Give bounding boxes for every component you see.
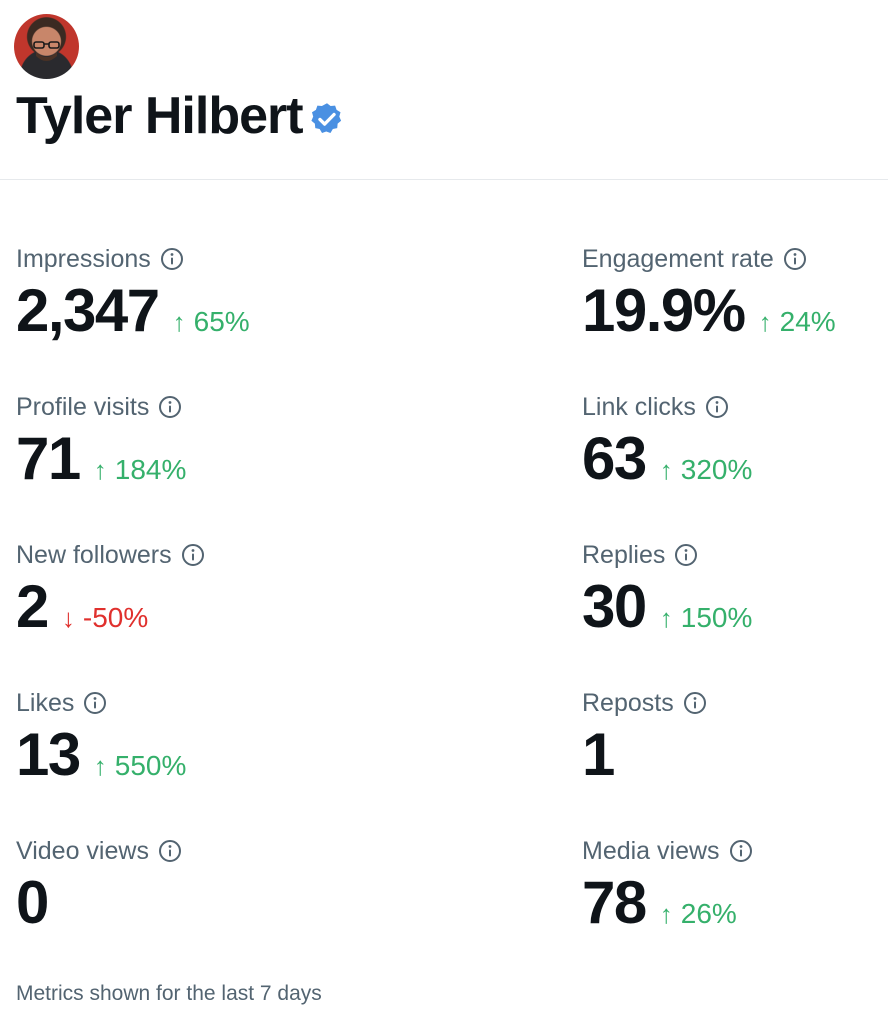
metric-video-views: Video views 0 — [16, 835, 182, 934]
info-circle-icon[interactable] — [83, 691, 107, 715]
info-circle-icon[interactable] — [674, 543, 698, 567]
metric-value: 2,347 — [16, 277, 160, 344]
metric-label: Reposts — [582, 688, 674, 717]
info-circle-icon[interactable] — [158, 395, 182, 419]
metric-replies: Replies 30 ↑ 150% — [582, 539, 752, 638]
metric-engagement-rate: Engagement rate 19.9% ↑ 24% — [582, 243, 836, 342]
metric-label: Likes — [16, 688, 75, 717]
metric-link-clicks: Link clicks 63 ↑ 320% — [582, 391, 752, 490]
arrow-down-icon: ↓ — [61, 603, 75, 633]
info-circle-icon[interactable] — [683, 691, 707, 715]
metric-value: 0 — [16, 869, 49, 936]
metric-value: 1 — [582, 721, 615, 788]
metric-label: Video views — [16, 836, 149, 865]
metric-profile-visits: Profile visits 71 ↑ 184% — [16, 391, 186, 490]
metric-media-views: Media views 78 ↑ 26% — [582, 835, 753, 934]
metric-value: 2 — [16, 573, 49, 640]
metric-label: Replies — [582, 540, 666, 569]
metric-label: Impressions — [16, 244, 151, 273]
arrow-up-icon: ↑ — [659, 603, 673, 633]
metric-value: 71 — [16, 425, 81, 492]
info-circle-icon[interactable] — [729, 839, 753, 863]
metric-change: ↑ 65% — [172, 306, 250, 337]
arrow-up-icon: ↑ — [93, 751, 107, 781]
metric-reposts: Reposts 1 — [582, 687, 707, 786]
metric-change: ↑ 150% — [659, 602, 753, 633]
arrow-up-icon: ↑ — [659, 899, 673, 929]
metric-label: New followers — [16, 540, 172, 569]
info-circle-icon[interactable] — [158, 839, 182, 863]
info-circle-icon[interactable] — [181, 543, 205, 567]
info-circle-icon[interactable] — [705, 395, 729, 419]
profile-name-row: Tyler Hilbert — [16, 84, 345, 148]
metric-value: 78 — [582, 869, 647, 936]
arrow-up-icon: ↑ — [172, 307, 186, 337]
metric-change: ↑ 24% — [758, 306, 836, 337]
metric-likes: Likes 13 ↑ 550% — [16, 687, 186, 786]
metrics-footer-note: Metrics shown for the last 7 days — [16, 982, 322, 1005]
metric-change: ↑ 320% — [659, 454, 753, 485]
profile-name[interactable]: Tyler Hilbert — [16, 87, 304, 145]
metric-impressions: Impressions 2,347 ↑ 65% — [16, 243, 250, 342]
metric-label: Link clicks — [582, 392, 696, 421]
metric-label: Profile visits — [16, 392, 150, 421]
metric-change: ↓ -50% — [61, 602, 149, 633]
verified-badge-icon — [310, 103, 341, 133]
info-circle-icon[interactable] — [160, 247, 184, 271]
metric-value: 63 — [582, 425, 647, 492]
metric-new-followers: New followers 2 ↓ -50% — [16, 539, 205, 638]
metric-change: ↑ 26% — [659, 898, 737, 929]
profile-header: Tyler Hilbert — [0, 0, 888, 180]
arrow-up-icon: ↑ — [659, 455, 673, 485]
metric-value: 13 — [16, 721, 81, 788]
avatar[interactable] — [14, 14, 79, 79]
arrow-up-icon: ↑ — [758, 307, 772, 337]
metric-value: 30 — [582, 573, 647, 640]
metric-value: 19.9% — [582, 277, 746, 344]
info-circle-icon[interactable] — [783, 247, 807, 271]
metric-label: Media views — [582, 836, 720, 865]
metric-change: ↑ 550% — [93, 750, 187, 781]
arrow-up-icon: ↑ — [93, 455, 107, 485]
metric-label: Engagement rate — [582, 244, 774, 273]
metric-change: ↑ 184% — [93, 454, 187, 485]
